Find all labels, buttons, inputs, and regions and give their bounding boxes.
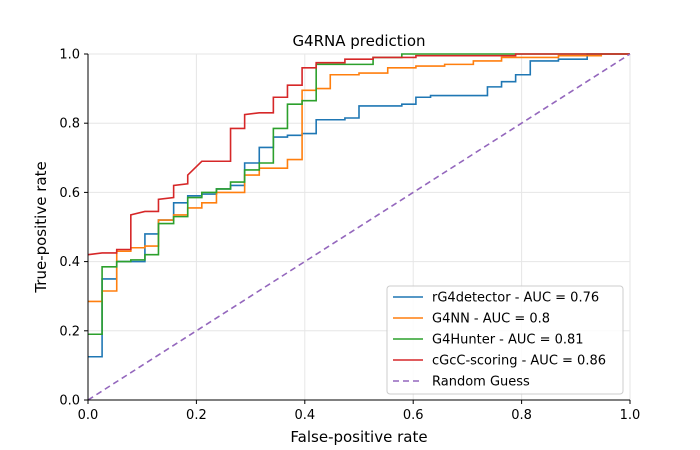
x-tick-label: 0.4 (294, 408, 315, 423)
x-ticks: 0.0 0.2 0.4 0.6 0.8 1.0 (78, 400, 641, 423)
y-tick-label: 0.8 (59, 117, 80, 132)
x-tick-label: 0.8 (511, 408, 532, 423)
series-line-4 (87, 53, 631, 401)
y-tick-label: 0.2 (59, 324, 80, 339)
axes (87, 54, 630, 401)
y-tick-label: 0.4 (59, 255, 80, 270)
y-axis-title: True-positive rate (32, 161, 50, 293)
x-tick-label: 0.2 (186, 408, 207, 423)
series-line-3 (87, 53, 630, 256)
legend-label-4: Random Guess (432, 375, 530, 390)
x-tick-label: 0.0 (78, 408, 99, 423)
y-tick-label: 1.0 (59, 48, 80, 63)
y-ticks: 0.0 0.2 0.4 0.6 0.8 1.0 (59, 48, 88, 409)
y-tick-label: 0.6 (59, 186, 80, 201)
x-tick-label: 1.0 (620, 408, 641, 423)
series-line-2 (88, 53, 630, 336)
legend-box (386, 285, 624, 395)
y-tick-label: 0.0 (59, 394, 80, 409)
chart-title: G4RNA prediction (292, 32, 425, 50)
legend-label-2: G4Hunter - AUC = 0.81 (432, 333, 584, 348)
series-line-1 (88, 53, 630, 303)
legend-label-1: G4NN - AUC = 0.8 (432, 312, 550, 327)
legend-label-3: cGcC-scoring - AUC = 0.86 (432, 354, 606, 369)
legend: rG4detector - AUC = 0.76 G4NN - AUC = 0.8… (386, 285, 624, 395)
x-tick-label: 0.6 (403, 408, 424, 423)
x-axis-title: False-positive rate (290, 428, 427, 446)
series-lines (87, 53, 631, 401)
legend-label-0: rG4detector - AUC = 0.76 (432, 291, 599, 306)
